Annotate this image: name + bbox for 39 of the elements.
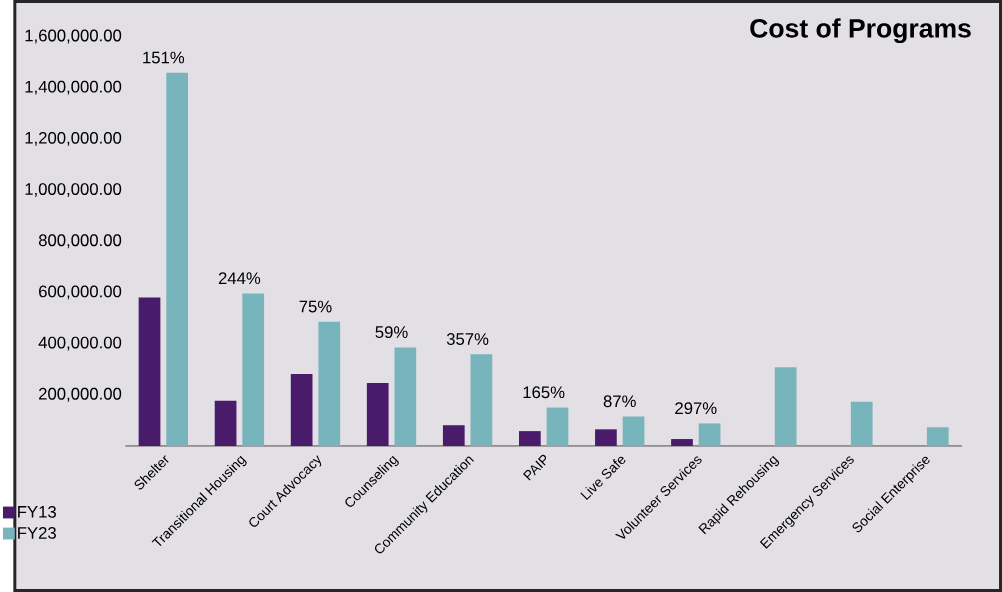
bar — [774, 367, 797, 446]
bar — [926, 427, 949, 446]
bar — [318, 321, 341, 446]
y-tick-label: 1,000,000.00 — [25, 183, 122, 197]
y-tick-label: 1,200,000.00 — [25, 131, 122, 146]
x-tick-label: Live Safe — [580, 456, 626, 501]
bar — [442, 425, 465, 446]
annotation: 165% — [523, 386, 565, 399]
bar — [290, 374, 313, 446]
bar — [214, 400, 237, 446]
annotation: 87% — [603, 395, 636, 408]
bar — [622, 416, 645, 446]
annotation: 151% — [143, 51, 185, 64]
y-tick-label: 200,000.00 — [39, 387, 122, 402]
bar — [850, 401, 873, 446]
bar — [166, 72, 189, 446]
legend-label: FY13 — [18, 505, 56, 518]
annotation: 244% — [218, 272, 261, 285]
annotation: 59% — [375, 326, 408, 339]
annotation: 75% — [299, 300, 332, 313]
y-tick-label: 800,000.00 — [38, 234, 122, 249]
bar — [518, 431, 541, 446]
bar — [698, 423, 721, 446]
bar — [242, 293, 265, 446]
y-tick-label: 1,600,000.00 — [25, 29, 122, 44]
legend-label: FY23 — [18, 526, 56, 539]
annotation: 297% — [675, 402, 717, 415]
bar — [470, 354, 493, 446]
bar — [546, 407, 569, 446]
bar — [595, 429, 617, 446]
annotation: 357% — [446, 333, 489, 345]
chart-title: Cost of Programs — [750, 18, 971, 44]
y-tick-label: 1,400,000.00 — [25, 80, 122, 95]
bar — [671, 439, 693, 446]
bar — [138, 297, 161, 446]
bar — [366, 383, 389, 446]
bar — [394, 347, 417, 446]
y-tick-label: 600,000.00 — [39, 285, 122, 300]
y-tick-label: 400,000.00 — [38, 336, 122, 351]
